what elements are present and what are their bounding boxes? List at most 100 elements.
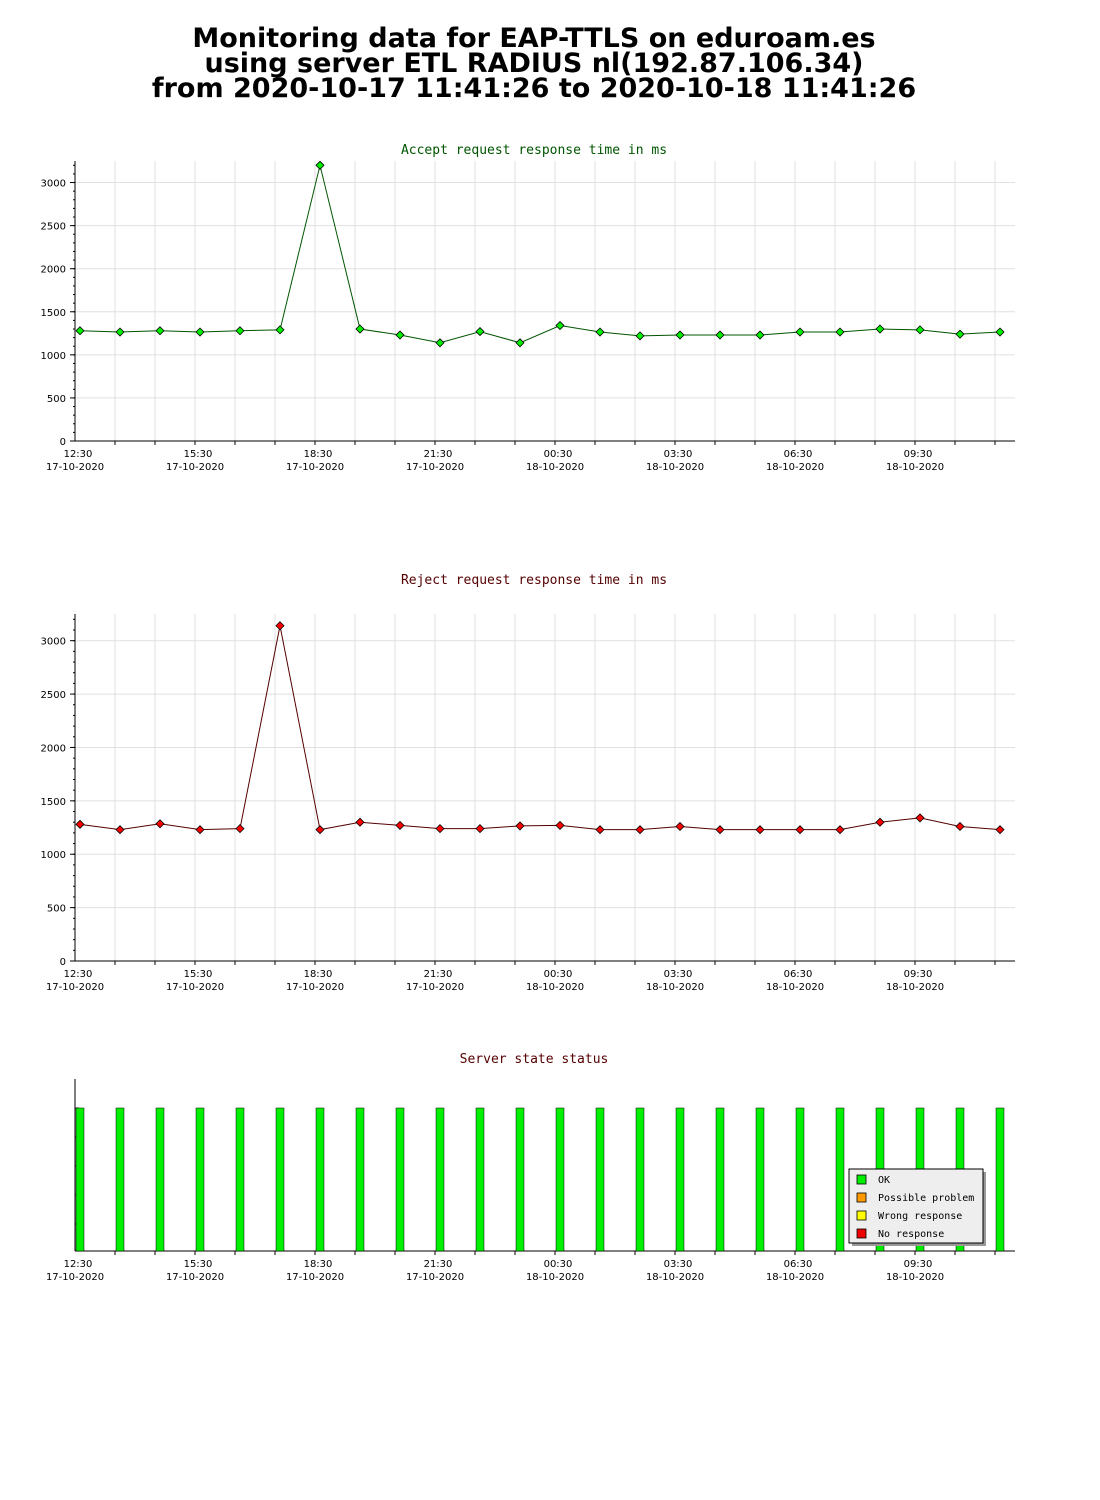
reject-x-tick-date: 18-10-2020 <box>646 982 704 993</box>
accept-x-tick-time: 18:30 <box>304 449 333 460</box>
page-title-line-3: from 2020-10-17 11:41:26 to 2020-10-18 1… <box>151 73 917 104</box>
status-bar <box>435 1107 445 1252</box>
accept-x-tick-date: 18-10-2020 <box>526 462 584 473</box>
accept-data-point <box>595 327 605 337</box>
status-x-tick-time: 15:30 <box>184 1259 213 1270</box>
accept-x-tick-date: 18-10-2020 <box>646 462 704 473</box>
accept-y-tick-label: 2000 <box>41 265 66 276</box>
accept-x-tick-date: 17-10-2020 <box>46 462 104 473</box>
reject-x-tick-date: 17-10-2020 <box>406 982 464 993</box>
accept-y-tick-label: 3000 <box>41 179 66 190</box>
status-bar <box>715 1107 725 1252</box>
reject-title: Reject request response time in ms <box>401 573 667 588</box>
accept-data-point <box>635 331 645 341</box>
accept-x-tick-time: 12:30 <box>64 449 93 460</box>
reject-data-point <box>555 820 565 830</box>
accept-data-point <box>395 330 405 340</box>
status-legend-label: Possible problem <box>878 1193 974 1204</box>
status-x-tick-date: 18-10-2020 <box>766 1272 824 1283</box>
status-bar <box>635 1107 645 1252</box>
status-x-tick-date: 17-10-2020 <box>286 1272 344 1283</box>
server-state-status-chart: Server state status 12:30 17-10-2020 15:30 1… <box>46 1052 1015 1283</box>
reject-x-tick-date: 17-10-2020 <box>46 982 104 993</box>
reject-data-point <box>515 821 525 831</box>
reject-data-point <box>475 824 485 834</box>
status-bar <box>675 1107 685 1252</box>
reject-x-tick-time: 15:30 <box>184 969 213 980</box>
reject-data-point <box>875 817 885 827</box>
status-legend-label: OK <box>878 1175 890 1186</box>
status-legend-swatch <box>856 1228 867 1239</box>
status-bar <box>475 1107 485 1252</box>
reject-y-tick-label: 3000 <box>41 637 66 648</box>
reject-response-time-chart: Reject request response time in ms 0 500 10… <box>41 573 1015 993</box>
status-bar <box>995 1107 1005 1252</box>
reject-data-point <box>235 824 245 834</box>
status-bar <box>515 1107 525 1252</box>
reject-data-point <box>595 825 605 835</box>
reject-data-point <box>275 621 285 631</box>
accept-y-tick-label: 2500 <box>41 222 66 233</box>
accept-data-point <box>835 327 845 337</box>
reject-data-point <box>195 825 205 835</box>
status-legend-swatch <box>856 1174 867 1185</box>
accept-y-tick-label: 0 <box>60 437 66 448</box>
accept-data-point <box>435 338 445 348</box>
reject-data-point <box>715 825 725 835</box>
accept-data-point <box>955 329 965 339</box>
reject-x-tick-date: 18-10-2020 <box>886 982 944 993</box>
status-legend-swatch <box>856 1192 867 1203</box>
status-legend-swatch <box>856 1210 867 1221</box>
reject-y-tick-label: 0 <box>60 957 66 968</box>
reject-data-point <box>995 825 1005 835</box>
page-title-line-1: Monitoring data for EAP-TTLS on eduroam.… <box>192 23 876 54</box>
status-x-tick-time: 18:30 <box>304 1259 333 1270</box>
reject-x-tick-time: 03:30 <box>664 969 693 980</box>
accept-data-point <box>315 160 325 170</box>
accept-x-tick-date: 18-10-2020 <box>766 462 824 473</box>
accept-data-point <box>475 327 485 337</box>
status-bar <box>555 1107 565 1252</box>
status-bar <box>355 1107 365 1252</box>
accept-data-point <box>555 320 565 331</box>
accept-x-tick-time: 00:30 <box>544 449 573 460</box>
status-bar <box>75 1107 85 1252</box>
reject-x-tick-time: 18:30 <box>304 969 333 980</box>
accept-data-point <box>995 327 1005 337</box>
reject-x-tick-time: 09:30 <box>904 969 933 980</box>
status-x-tick-time: 00:30 <box>544 1259 573 1270</box>
accept-title: Accept request response time in ms <box>401 143 667 158</box>
status-x-tick-date: 18-10-2020 <box>526 1272 584 1283</box>
reject-data-point <box>795 825 805 835</box>
accept-data-point <box>75 326 85 336</box>
status-bar <box>795 1107 805 1252</box>
accept-data-point <box>355 324 365 334</box>
accept-data-point <box>515 338 525 348</box>
reject-x-tick-date: 18-10-2020 <box>766 982 824 993</box>
reject-y-tick-label: 1000 <box>41 850 66 861</box>
reject-data-point <box>915 813 925 823</box>
reject-x-tick-time: 21:30 <box>424 969 453 980</box>
reject-series-line <box>79 625 1001 831</box>
accept-x-tick-time: 09:30 <box>904 449 933 460</box>
status-x-tick-date: 17-10-2020 <box>166 1272 224 1283</box>
accept-data-point <box>235 326 245 336</box>
accept-data-point <box>675 330 685 340</box>
status-x-tick-time: 03:30 <box>664 1259 693 1270</box>
status-bar <box>235 1107 245 1252</box>
accept-data-point <box>915 325 925 335</box>
reject-y-tick-label: 1500 <box>41 797 66 808</box>
status-bar <box>155 1107 165 1252</box>
status-legend-label: Wrong response <box>878 1211 962 1222</box>
status-x-tick-time: 21:30 <box>424 1259 453 1270</box>
accept-y-tick-label: 1500 <box>41 308 66 319</box>
status-x-tick-time: 12:30 <box>64 1259 93 1270</box>
accept-data-point <box>755 330 765 340</box>
status-title: Server state status <box>460 1052 609 1067</box>
accept-x-tick-time: 21:30 <box>424 449 453 460</box>
status-legend <box>848 1168 984 1244</box>
reject-x-tick-time: 06:30 <box>784 969 813 980</box>
accept-x-tick-date: 17-10-2020 <box>286 462 344 473</box>
status-x-tick-date: 18-10-2020 <box>886 1272 944 1283</box>
